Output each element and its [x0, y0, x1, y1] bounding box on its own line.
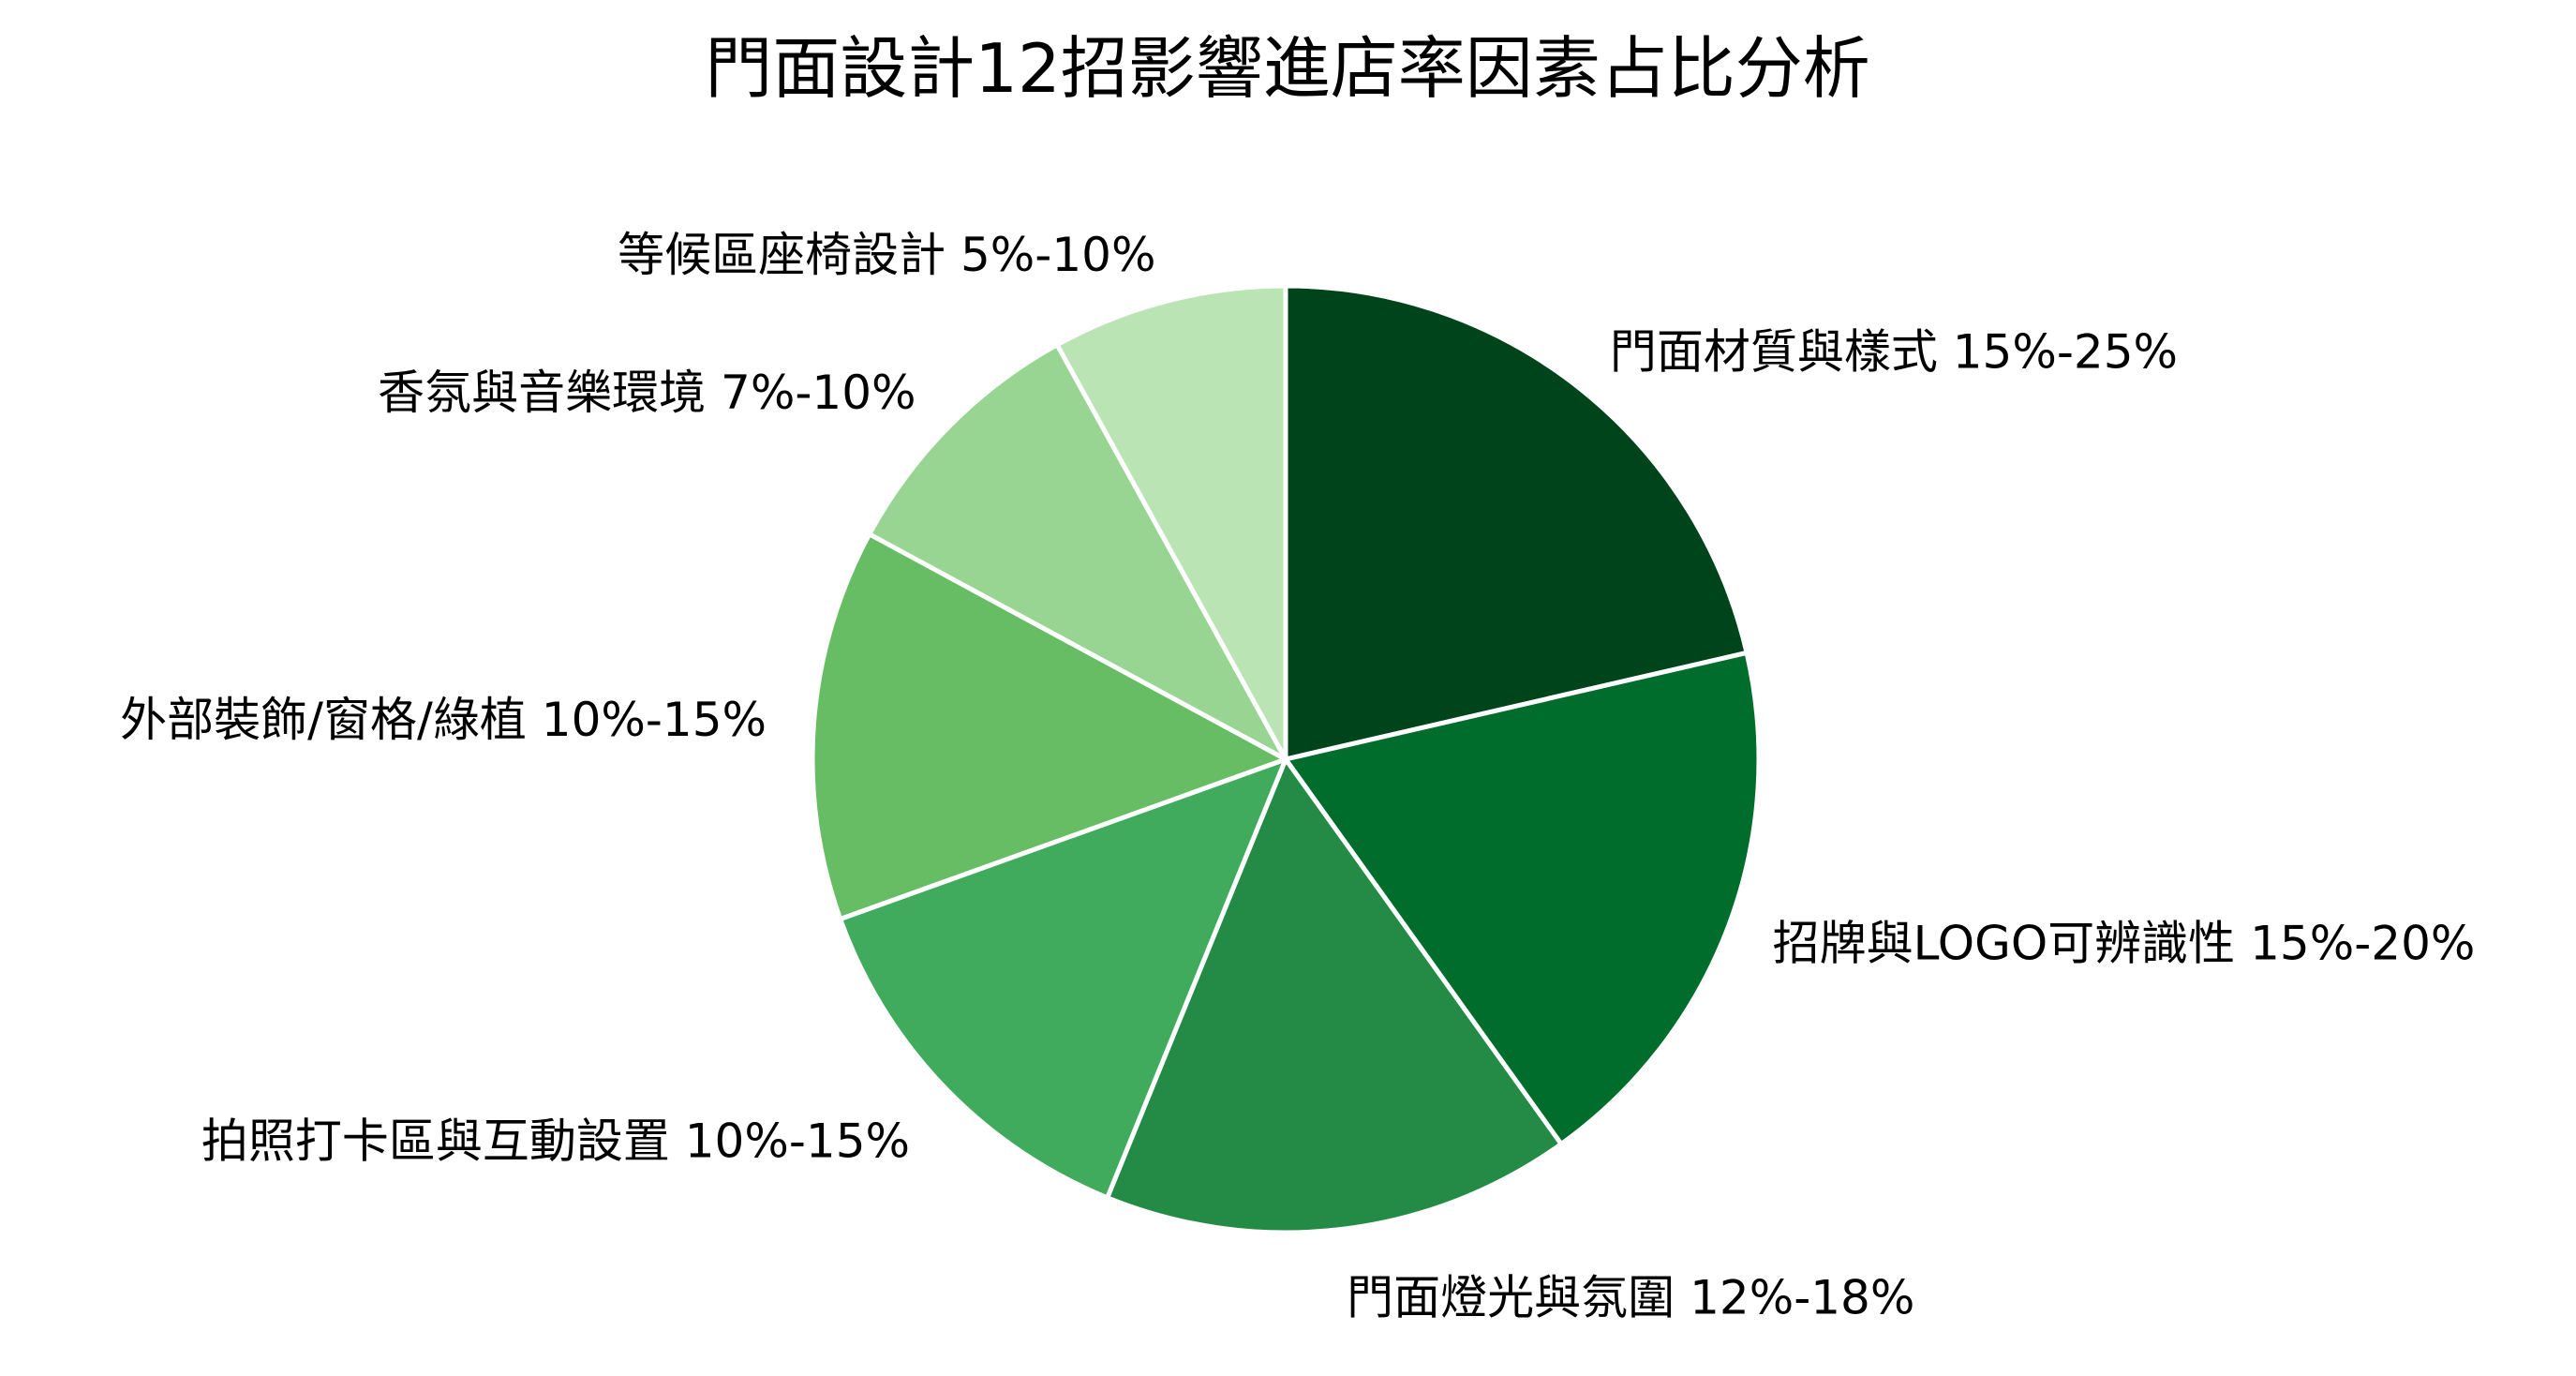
- pie-slice: [1054, 283, 1288, 762]
- pie-slice-label: 門面燈光與氛圍 12%-18%: [1347, 1271, 1914, 1325]
- pie-slices: [810, 283, 1762, 1235]
- pie-slice: [1283, 650, 1762, 1147]
- pie-slice-label: 外部裝飾/窗格/綠植 10%-15%: [120, 693, 767, 747]
- pie-slice: [867, 342, 1288, 762]
- pie-slice-label: 等候區座椅設計 5%-10%: [618, 228, 1155, 282]
- chart-title: 門面設計12招影響進店率因素占比分析: [705, 29, 1870, 108]
- pie-slice: [1105, 756, 1564, 1235]
- pie-slice: [810, 531, 1288, 921]
- pie-labels: 門面材質與樣式 15%-25% 招牌與LOGO可辨識性 15%-20% 門面燈光與氛…: [120, 228, 2475, 1325]
- pie-slice: [838, 756, 1288, 1201]
- pie-slice: [1283, 283, 1750, 762]
- pie-slice-label: 香氛與音樂環境 7%-10%: [378, 366, 916, 420]
- pie-slice-label: 招牌與LOGO可辨識性 15%-20%: [1773, 916, 2476, 970]
- pie-slice-label: 門面材質與樣式 15%-25%: [1610, 324, 2178, 379]
- pie-slice-label: 拍照打卡區與互動設置 10%-15%: [201, 1114, 910, 1168]
